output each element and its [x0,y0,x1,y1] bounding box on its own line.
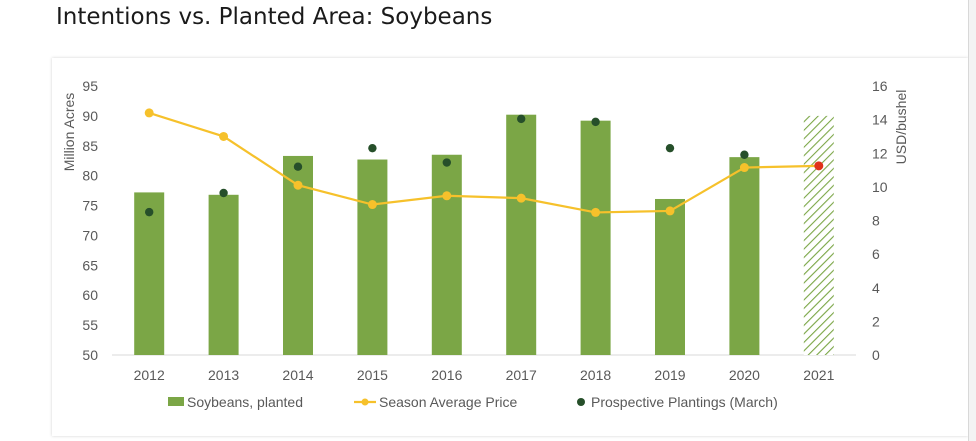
price-point-2014 [293,180,303,190]
points-layer [145,114,749,217]
x-tick-label: 2019 [654,367,685,383]
plantings-point-2012 [145,207,154,217]
y2-tick-label: 14 [872,112,888,128]
page-title: Intentions vs. Planted Area: Soybeans [56,4,493,30]
price-point-2013 [219,131,229,141]
bar-2017 [506,114,537,356]
x-tick-label: 2020 [729,367,760,383]
bar-2020 [729,157,760,355]
x-tick-label: 2015 [357,367,388,383]
y2-tick-label: 2 [872,313,880,329]
price-point-2020 [739,163,749,173]
x-tick-label: 2014 [282,367,313,383]
price-point-2015 [367,200,377,210]
x-tick-label: 2012 [134,367,165,383]
plantings-point-2018 [591,117,600,127]
price-point-2016 [442,191,452,201]
y-tick-label: 60 [82,287,98,303]
x-tick-label: 2017 [506,367,537,383]
price-point-2017 [516,193,526,203]
bar-2018 [580,120,611,355]
plantings-point-2013 [219,188,228,198]
plantings-point-2016 [442,158,451,167]
legend-label-plantings: Prospective Plantings (March) [591,394,778,410]
price-point-2012 [144,108,154,118]
plantings-point-2014 [293,162,303,171]
x-tick-label: 2018 [580,367,611,383]
y2-axis-title: USD/bushel [893,90,909,165]
plantings-point-2020 [740,150,749,159]
y-tick-label: 65 [82,257,98,273]
y-tick-label: 75 [82,198,98,214]
bar-2016 [431,154,462,355]
x-tick-label: 2013 [208,367,239,383]
price-point-2021 [814,161,824,171]
price-line [148,111,819,214]
y-tick-label: 85 [82,138,98,154]
y-tick-label: 95 [82,78,98,94]
bars-layer [134,114,834,356]
plantings-point-2015 [368,143,377,153]
price-point-2018 [591,207,601,217]
legend: Soybeans, planted Season Average Price Pro… [168,394,778,410]
line-layer [144,108,824,217]
legend-label-price: Season Average Price [379,394,517,410]
legend-label-planted: Soybeans, planted [187,394,303,410]
y-tick-label: 55 [82,317,98,333]
bar-2019 [655,198,685,355]
price-point-2019 [665,206,675,216]
y2-tick-label: 12 [872,145,888,161]
x-tick-label: 2016 [431,367,462,383]
y2-tick-label: 0 [872,347,880,363]
y-tick-label: 70 [82,227,98,243]
y-tick-label: 80 [82,168,98,184]
plantings-point-2017 [517,114,526,124]
y2-tick-label: 16 [872,78,888,94]
bar-2015 [357,159,388,355]
y-axis-title: Million Acres [61,93,77,172]
y-tick-label: 50 [82,347,98,363]
bar-2021 [803,115,834,355]
x-tick-label: 2021 [803,367,834,383]
bar-2013 [208,194,239,355]
legend-marker-plantings [577,398,585,406]
y2-tick-label: 6 [872,246,880,262]
y2-tick-label: 10 [872,179,888,195]
plantings-point-2019 [665,143,675,153]
legend-swatch-planted [168,397,184,406]
bar-2012 [134,192,165,355]
legend-marker-price [361,398,369,406]
axes-layer: 50 55 60 65 70 75 80 85 90 95 0 2 4 6 8 10 12 14 16 2012 201… [61,78,909,383]
y2-tick-label: 4 [872,280,880,296]
scroll-edge [968,0,976,441]
y-tick-label: 90 [82,108,98,124]
y2-tick-label: 8 [872,213,880,229]
